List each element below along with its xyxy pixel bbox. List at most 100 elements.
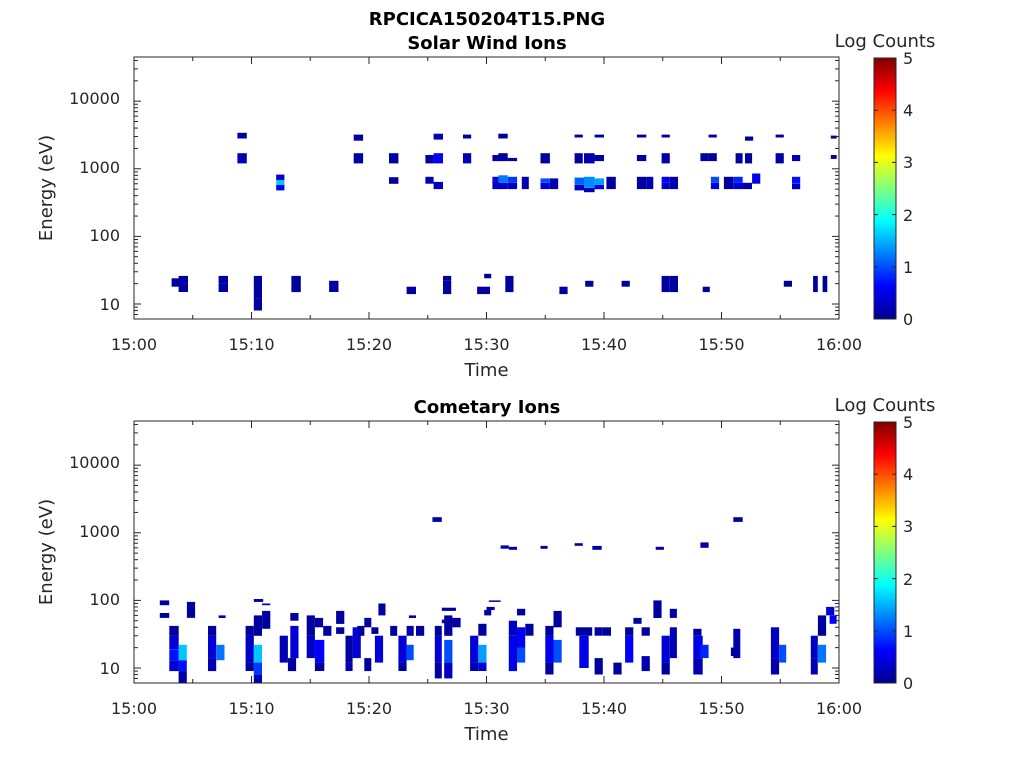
heatmap-cell — [306, 635, 315, 659]
heatmap-cell — [783, 280, 792, 287]
heatmap-cell — [730, 647, 740, 656]
heatmap-cell — [733, 182, 743, 190]
heatmap-cell — [498, 175, 508, 183]
heatmap-cell — [636, 176, 647, 190]
heatmap-cell — [594, 178, 604, 185]
heatmap-cell — [398, 635, 407, 663]
heatmap-cell — [253, 275, 262, 299]
heatmap-cell — [444, 639, 453, 663]
xtick-label: 15:00 — [111, 699, 157, 718]
heatmap-cell — [636, 155, 647, 162]
heatmap-cell — [813, 275, 818, 293]
heatmap-cell — [550, 178, 559, 190]
heatmap-cell — [245, 662, 254, 671]
heatmap-cell — [636, 134, 647, 138]
heatmap-cell — [500, 545, 509, 549]
heatmap-cell — [830, 135, 837, 139]
heatmap-cell — [416, 625, 425, 636]
heatmap-cell — [477, 286, 490, 295]
heatmap-cell — [171, 278, 184, 287]
heatmap-cell — [237, 153, 247, 164]
heatmap-cell — [389, 177, 399, 184]
colorbar-tick-label: 3 — [903, 153, 913, 172]
xtick-label: 16:00 — [816, 699, 862, 718]
heatmap-cell — [484, 273, 492, 279]
heatmap-cells-cometary — [159, 517, 837, 683]
heatmap-cell — [169, 625, 179, 636]
ytick-label: 1000 — [79, 158, 120, 177]
heatmap-cell — [770, 627, 780, 659]
heatmap-cell — [425, 176, 434, 184]
heatmap-cell — [364, 617, 372, 628]
colorbar-tick-label: 1 — [903, 258, 913, 277]
heatmap-cell — [279, 635, 288, 663]
heatmap-cell — [661, 176, 670, 183]
heatmap-cell — [371, 627, 379, 634]
heatmap-cell — [433, 181, 443, 190]
heatmap-cell — [178, 275, 188, 284]
xtick-label: 15:30 — [463, 335, 509, 354]
heatmap-cell — [745, 136, 754, 141]
heatmap-cell — [574, 543, 583, 546]
heatmap-cell — [323, 625, 332, 636]
heatmap-cell — [262, 610, 271, 629]
heatmap-cell — [253, 298, 262, 311]
heatmap-cell — [540, 178, 550, 183]
heatmap-cell — [406, 286, 416, 295]
heatmap-cell — [498, 182, 508, 190]
heatmap-cell — [621, 280, 630, 287]
heatmap-cell — [169, 649, 179, 661]
heatmap-cell — [159, 613, 170, 618]
figure-title: RPCICA150204T15.PNG — [369, 9, 605, 30]
heatmap-cell — [606, 176, 616, 190]
panel-title-solar-wind: Solar Wind Ions — [407, 33, 566, 54]
heatmap-cell — [353, 134, 364, 141]
plot-area-cometary — [134, 421, 839, 683]
heatmap-cell — [169, 660, 179, 672]
colorbar-label-cometary: Log Counts — [835, 395, 936, 416]
heatmap-cell — [661, 635, 670, 663]
y-axis-label-solar-wind: Energy (eV) — [36, 135, 57, 241]
heatmap-cell — [507, 182, 518, 190]
heatmap-cell — [508, 635, 517, 672]
xtick-label: 15:50 — [698, 335, 744, 354]
heatmap-cell — [592, 545, 602, 550]
heatmap-cell — [661, 662, 670, 675]
xtick-label: 16:00 — [816, 335, 862, 354]
heatmap-cell — [661, 153, 670, 164]
heatmap-cell — [253, 674, 262, 683]
heatmap-cell — [633, 617, 642, 624]
colorbar-solar-wind — [874, 58, 896, 319]
x-axis-label-cometary: Time — [463, 724, 508, 745]
heatmap-cell — [545, 635, 554, 663]
axis-ticks-solar-wind — [133, 57, 840, 320]
panel-cometary-ions: Cometary Ions 15:00 15:10 15:20 15:30 15… — [36, 395, 935, 745]
heatmap-cell — [345, 662, 353, 671]
y-axis-label-cometary: Energy (eV) — [36, 499, 57, 605]
heatmap-cell — [669, 176, 678, 190]
x-axis-label-solar-wind: Time — [463, 360, 508, 381]
heatmap-cell — [708, 134, 717, 138]
ytick-label: 10000 — [69, 453, 120, 472]
heatmap-cell — [178, 283, 188, 292]
heatmap-cell — [525, 623, 534, 636]
heatmap-cell — [553, 639, 562, 663]
heatmap-cell — [505, 275, 514, 293]
heatmap-cell — [693, 658, 703, 675]
heatmap-cell — [357, 625, 365, 636]
heatmap-cell — [700, 153, 709, 162]
heatmap-cell — [742, 182, 752, 190]
heatmap-cell — [364, 658, 372, 672]
heatmap-cell — [169, 635, 179, 650]
xtick-label: 15:00 — [111, 335, 157, 354]
heatmap-cell — [661, 275, 670, 293]
colorbar-frame-solar-wind — [873, 57, 897, 320]
ytick-label: 10 — [100, 295, 120, 314]
colorbar-tick-label: 5 — [903, 413, 913, 432]
heatmap-cell — [291, 275, 301, 293]
heatmap-cell — [517, 608, 526, 616]
heatmap-cell — [352, 627, 361, 659]
heatmap-cell — [253, 615, 262, 636]
colorbar-tick-label: 3 — [903, 517, 913, 536]
